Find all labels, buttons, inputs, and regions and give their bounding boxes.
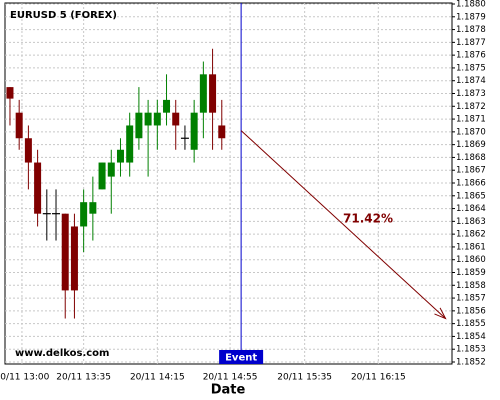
x-axis-label: Date: [211, 383, 246, 398]
x-tick-label: 20/11 13:35: [56, 373, 111, 383]
arrow-head: [434, 307, 447, 320]
candle-body: [61, 213, 69, 291]
y-tick-label: 1.1854: [456, 332, 486, 342]
y-tick-label: 1.1864: [456, 204, 486, 214]
y-tick-label: 1.1874: [456, 76, 486, 86]
x-tick-label: 20/11 14:55: [203, 373, 258, 383]
y-tick-label: 1.1872: [456, 102, 486, 112]
candle-body: [116, 149, 124, 163]
y-tick-label: 1.1863: [456, 217, 486, 227]
chart-title: EURUSD 5 (FOREX): [10, 10, 117, 21]
y-tick-label: 1.1853: [456, 345, 486, 355]
y-tick-label: 1.1855: [456, 319, 486, 329]
candle-body: [34, 162, 42, 214]
candle-body: [24, 138, 32, 163]
x-tick-label: 20/11 13:00: [0, 373, 50, 383]
candle-body: [209, 74, 217, 113]
candle-body: [126, 125, 134, 163]
candle-body: [172, 112, 180, 126]
y-tick-label: 1.1876: [456, 51, 486, 61]
candle-body: [163, 99, 171, 113]
y-tick-label: 1.1856: [456, 306, 486, 316]
y-tick-label: 1.1871: [456, 115, 486, 125]
y-tick-label: 1.1868: [456, 153, 486, 163]
x-tick-label: 20/11 15:35: [277, 373, 332, 383]
event-label: Event: [225, 353, 257, 364]
y-tick-label: 1.1875: [456, 63, 486, 73]
y-tick-label: 1.1878: [456, 25, 486, 35]
candle-body: [98, 162, 106, 190]
y-tick-label: 1.1873: [456, 89, 486, 99]
y-tick-label: 1.1857: [456, 294, 486, 304]
y-tick-label: 1.1859: [456, 268, 486, 278]
y-tick-label: 1.1852: [456, 358, 486, 368]
candle-body: [89, 202, 97, 214]
candle-body: [70, 226, 78, 291]
candle-body: [153, 112, 161, 126]
candle-body: [190, 112, 198, 150]
y-tick-label: 1.1860: [456, 255, 486, 265]
candle-body: [107, 162, 115, 177]
candle-body: [218, 125, 226, 139]
y-tick-label: 1.1880: [456, 0, 486, 10]
watermark: www.delkos.com: [15, 348, 109, 359]
candle-body: [199, 74, 207, 113]
x-tick-label: 20/11 14:15: [130, 373, 185, 383]
y-tick-label: 1.1861: [456, 242, 486, 252]
y-tick-label: 1.1858: [456, 281, 486, 291]
plot-frame: [4, 2, 453, 365]
y-tick-label: 1.1867: [456, 166, 486, 176]
y-tick-label: 1.1865: [456, 191, 486, 201]
y-tick-label: 1.1869: [456, 140, 486, 150]
candle-body: [144, 112, 152, 126]
candle-body: [6, 87, 14, 99]
candle-body: [15, 112, 23, 139]
event-label-box: [219, 350, 264, 364]
y-tick-label: 1.1879: [456, 12, 486, 22]
forecast-arrow: [240, 130, 446, 319]
arrow-label: 71.42%: [343, 212, 393, 226]
y-tick-label: 1.1870: [456, 127, 486, 137]
candle-body: [80, 202, 88, 227]
y-tick-label: 1.1862: [456, 230, 486, 240]
x-tick-label: 20/11 16:15: [351, 373, 406, 383]
y-tick-label: 1.1866: [456, 179, 486, 189]
candle-body: [135, 112, 143, 139]
y-tick-label: 1.1877: [456, 38, 486, 48]
